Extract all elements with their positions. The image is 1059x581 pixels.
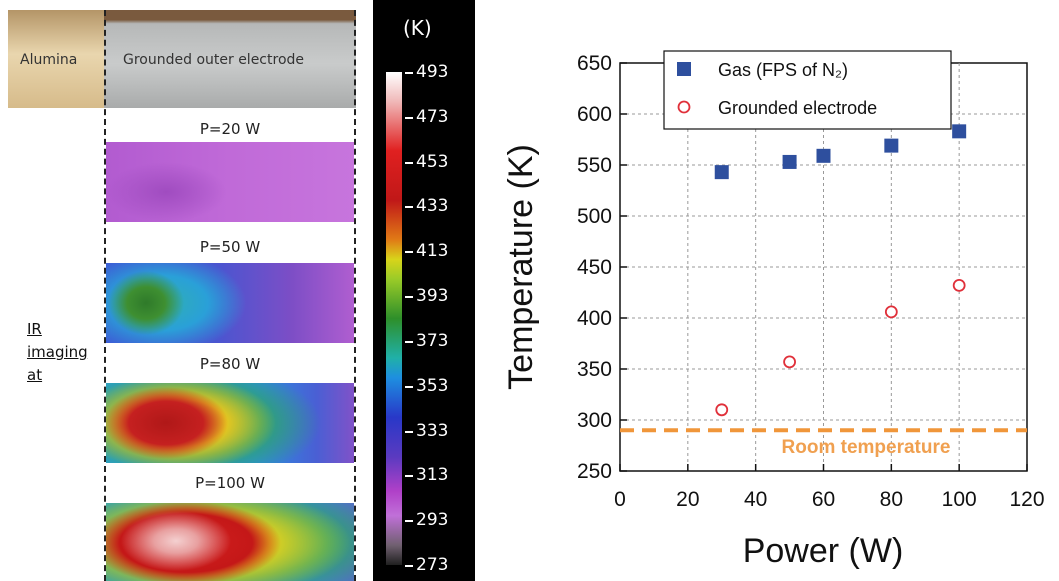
colorbar-tick-label: 293 — [416, 510, 449, 531]
colorbar-tick — [405, 565, 413, 567]
electrode-label: Grounded outer electrode — [123, 52, 305, 68]
y-tick-label: 500 — [577, 205, 612, 228]
legend-marker-gas — [677, 62, 691, 76]
x-tick-label: 60 — [812, 488, 835, 511]
gas-temperature-point — [816, 148, 831, 163]
colorbar-tick — [405, 161, 413, 164]
y-tick-label: 550 — [577, 154, 612, 177]
colorbar-tick-label: 493 — [416, 62, 449, 82]
legend-label-electrode: Grounded electrode — [718, 98, 877, 118]
colorbar-tick — [405, 206, 413, 209]
y-tick-label: 600 — [577, 103, 612, 126]
y-tick-label: 650 — [577, 52, 612, 75]
ir-image-80w — [106, 383, 354, 463]
x-tick-label: 0 — [614, 488, 626, 511]
room-temperature-label: Room temperature — [782, 437, 951, 458]
alumina-label: Alumina — [20, 52, 78, 68]
colorbar-tick — [405, 116, 413, 119]
electrode-temperature-point — [715, 403, 729, 417]
x-tick-label: 40 — [744, 488, 767, 511]
y-tick-label: 250 — [577, 460, 612, 483]
legend: Gas (FPS of N₂) Grounded electrode — [663, 50, 952, 130]
y-tick-label: 300 — [577, 409, 612, 432]
colorbar-tick — [405, 72, 413, 74]
data-points — [714, 124, 967, 417]
legend-label-gas: Gas (FPS of N₂) — [718, 60, 848, 80]
colorbar-tick-label: 473 — [416, 106, 449, 127]
room-temperature-line-group: Room temperature — [620, 428, 1027, 458]
x-tick-label: 100 — [942, 488, 977, 511]
ir-side-label-1: IR — [27, 320, 42, 338]
electrode-temperature-point — [952, 278, 966, 292]
ir-side-label-3: at — [27, 366, 43, 384]
colorbar-tick — [405, 296, 413, 299]
colorbar-tick-label: 353 — [416, 375, 449, 396]
x-tick-label: 20 — [676, 488, 699, 511]
y-tick-label: 400 — [577, 307, 612, 330]
y-axis-title: Temperature (K) — [502, 144, 540, 390]
gas-temperature-point — [782, 154, 797, 169]
colorbar-gradient — [386, 72, 402, 565]
x-tick-label: 80 — [880, 488, 903, 511]
right-dashed-guide — [354, 10, 356, 581]
x-ticks: 0 20 40 60 80 100 120 — [614, 464, 1045, 511]
colorbar-unit: (K) — [403, 16, 432, 40]
ir-image-20w — [106, 142, 354, 222]
colorbar-tick-label: 433 — [416, 196, 449, 217]
y-ticks: 250 300 350 400 450 500 550 600 650 — [577, 52, 627, 483]
colorbar-tick-label: 393 — [416, 286, 449, 307]
colorbar-tick-label: 453 — [416, 151, 449, 172]
gas-temperature-point — [952, 124, 967, 139]
temperature-colorbar: (K) 493 473 453 433 413 393 373 353 333 313 293 273 — [373, 0, 475, 581]
left-dashed-guide — [104, 10, 106, 581]
x-tick-label: 120 — [1009, 488, 1044, 511]
legend-box — [663, 50, 952, 130]
colorbar-tick-label: 313 — [416, 465, 449, 486]
ir-imaging-panel: Alumina Grounded outer electrode P=20 W … — [0, 0, 365, 581]
electrode-temperature-point — [884, 305, 898, 319]
colorbar-tick-label: 373 — [416, 330, 449, 351]
electrode-temperature-point — [783, 355, 796, 369]
colorbar-tick-label: 413 — [416, 241, 449, 262]
gas-temperature-point — [714, 165, 729, 180]
colorbar-tick — [405, 340, 413, 343]
power-label-100w: P=100 W — [195, 474, 265, 492]
legend-marker-electrode — [677, 100, 691, 114]
colorbar-tick — [405, 475, 413, 478]
x-axis-title: Power (W) — [743, 532, 904, 570]
colorbar-tick — [405, 251, 413, 254]
ir-image-50w — [106, 263, 354, 343]
colorbar-tick-label: 273 — [416, 555, 449, 575]
colorbar-tick — [405, 385, 413, 388]
power-label-80w: P=80 W — [199, 355, 261, 373]
colorbar-tick — [405, 430, 413, 433]
colorbar-tick — [405, 520, 413, 523]
electrode-photo — [104, 10, 356, 108]
y-tick-label: 350 — [577, 358, 612, 381]
alumina-photo — [8, 10, 104, 108]
gas-temperature-point — [884, 138, 899, 153]
y-tick-label: 450 — [577, 256, 612, 279]
colorbar-tick-label: 333 — [416, 420, 449, 441]
power-label-20w: P=20 W — [199, 120, 261, 138]
ir-image-100w — [106, 503, 354, 581]
ir-side-label-2: imaging — [27, 343, 88, 361]
power-label-50w: P=50 W — [199, 238, 261, 256]
